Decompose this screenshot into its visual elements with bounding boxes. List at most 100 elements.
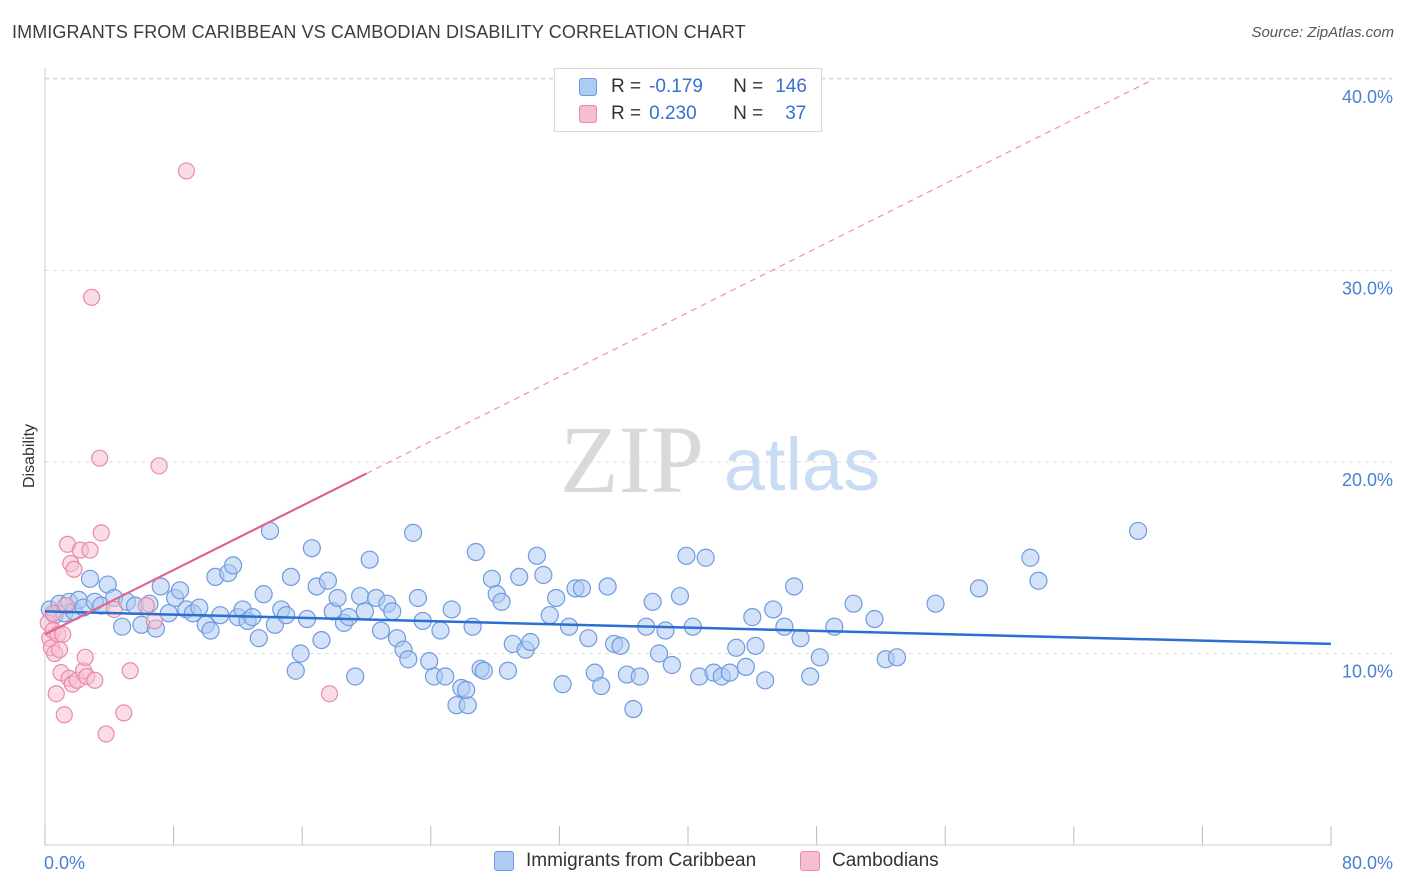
point-caribbean xyxy=(534,565,553,585)
y-tick-label: 40.0% xyxy=(1342,87,1393,107)
watermark: ZIP atlas xyxy=(560,406,880,513)
point-cambodian xyxy=(81,541,99,559)
point-caribbean xyxy=(810,648,829,667)
point-cambodian xyxy=(57,597,75,615)
point-caribbean xyxy=(291,644,310,663)
grid-lines xyxy=(45,77,1392,654)
point-caribbean xyxy=(696,548,715,567)
series-legend: Immigrants from Caribbean Cambodians xyxy=(0,850,1406,880)
point-caribbean xyxy=(510,567,529,587)
point-caribbean xyxy=(458,696,477,715)
legend-series-name: Immigrants from Caribbean xyxy=(526,850,757,871)
point-caribbean xyxy=(249,629,268,648)
legend-r-value: 0.230 xyxy=(649,103,697,124)
trendline-caribbean xyxy=(44,610,1332,646)
point-caribbean xyxy=(399,650,418,669)
point-caribbean xyxy=(764,600,783,619)
point-cambodian xyxy=(115,704,133,722)
point-cambodian xyxy=(55,706,73,724)
legend-item-cambodians: Cambodians xyxy=(800,850,939,872)
point-caribbean xyxy=(611,636,630,655)
point-caribbean xyxy=(736,657,755,677)
point-cambodian xyxy=(121,662,139,680)
legend-item-caribbean: Immigrants from Caribbean xyxy=(494,850,756,872)
point-caribbean xyxy=(865,609,884,629)
point-cambodian xyxy=(150,457,168,475)
point-caribbean xyxy=(844,594,863,613)
point-caribbean xyxy=(408,588,428,608)
point-caribbean xyxy=(492,592,511,611)
correlation-legend: R = -0.179 N = 146 R = 0.230 N = 37 xyxy=(554,68,822,132)
point-caribbean xyxy=(643,592,662,611)
point-caribbean xyxy=(775,617,794,636)
point-cambodian xyxy=(92,524,110,542)
point-caribbean xyxy=(328,588,347,608)
tick-labels: 10.0% 20.0% 30.0% 40.0% 0.0% 80.0% xyxy=(44,87,1393,873)
point-cambodian xyxy=(97,725,115,743)
point-caribbean xyxy=(598,577,617,596)
point-cambodian xyxy=(47,685,65,703)
point-caribbean xyxy=(223,556,243,575)
legend-swatch-blue xyxy=(579,78,597,96)
legend-swatch-pink xyxy=(800,851,820,871)
legend-n-value: 146 xyxy=(775,76,807,97)
point-caribbean xyxy=(80,569,100,588)
point-cambodian xyxy=(137,597,155,615)
point-caribbean xyxy=(151,577,170,596)
point-caribbean xyxy=(281,567,301,587)
point-cambodian xyxy=(50,641,69,659)
point-caribbean xyxy=(592,676,611,696)
point-caribbean xyxy=(442,600,461,619)
point-caribbean xyxy=(312,630,331,650)
point-caribbean xyxy=(677,546,696,565)
watermark-zip: ZIP xyxy=(560,406,704,513)
point-caribbean xyxy=(346,667,365,686)
point-caribbean xyxy=(540,606,559,625)
point-caribbean xyxy=(784,577,804,596)
point-caribbean xyxy=(579,629,598,648)
point-caribbean xyxy=(360,550,379,569)
y-tick-label: 30.0% xyxy=(1342,279,1393,299)
legend-n-label: N = xyxy=(733,76,764,97)
point-caribbean xyxy=(572,579,592,598)
point-caribbean xyxy=(170,581,190,600)
point-caribbean xyxy=(791,629,810,648)
point-caribbean xyxy=(371,621,391,640)
point-caribbean xyxy=(1021,548,1040,567)
legend-n-value: 37 xyxy=(785,103,807,124)
legend-swatch-blue xyxy=(494,851,514,871)
point-caribbean xyxy=(431,621,450,640)
point-caribbean xyxy=(355,602,374,621)
legend-swatch-pink xyxy=(579,105,597,123)
point-caribbean xyxy=(547,588,566,608)
point-caribbean xyxy=(1029,571,1048,590)
point-cambodian xyxy=(91,449,109,467)
point-caribbean xyxy=(756,671,775,690)
point-caribbean xyxy=(887,648,907,667)
point-caribbean xyxy=(527,546,546,565)
point-caribbean xyxy=(466,542,485,562)
point-caribbean xyxy=(420,652,439,671)
legend-series-name: Cambodians xyxy=(832,850,939,871)
point-caribbean xyxy=(1128,521,1148,541)
series-cambodians xyxy=(39,162,339,743)
point-caribbean xyxy=(926,594,945,613)
point-caribbean xyxy=(318,571,338,590)
y-axis-label: Disability xyxy=(21,424,38,488)
point-caribbean xyxy=(743,608,762,627)
legend-r-label: R = xyxy=(611,76,642,97)
trendline-cambodians-extension xyxy=(366,78,1155,475)
point-cambodian xyxy=(76,648,94,666)
point-caribbean xyxy=(463,617,482,636)
point-cambodian xyxy=(177,162,196,180)
point-caribbean xyxy=(553,675,572,694)
point-caribbean xyxy=(521,632,540,652)
point-caribbean xyxy=(254,585,273,604)
trendline-cambodians xyxy=(44,472,367,636)
point-caribbean xyxy=(559,617,579,636)
point-caribbean xyxy=(457,680,476,699)
point-caribbean xyxy=(662,655,682,675)
point-caribbean xyxy=(482,569,501,588)
point-cambodian xyxy=(105,600,123,619)
legend-r-label: R = xyxy=(611,103,642,124)
